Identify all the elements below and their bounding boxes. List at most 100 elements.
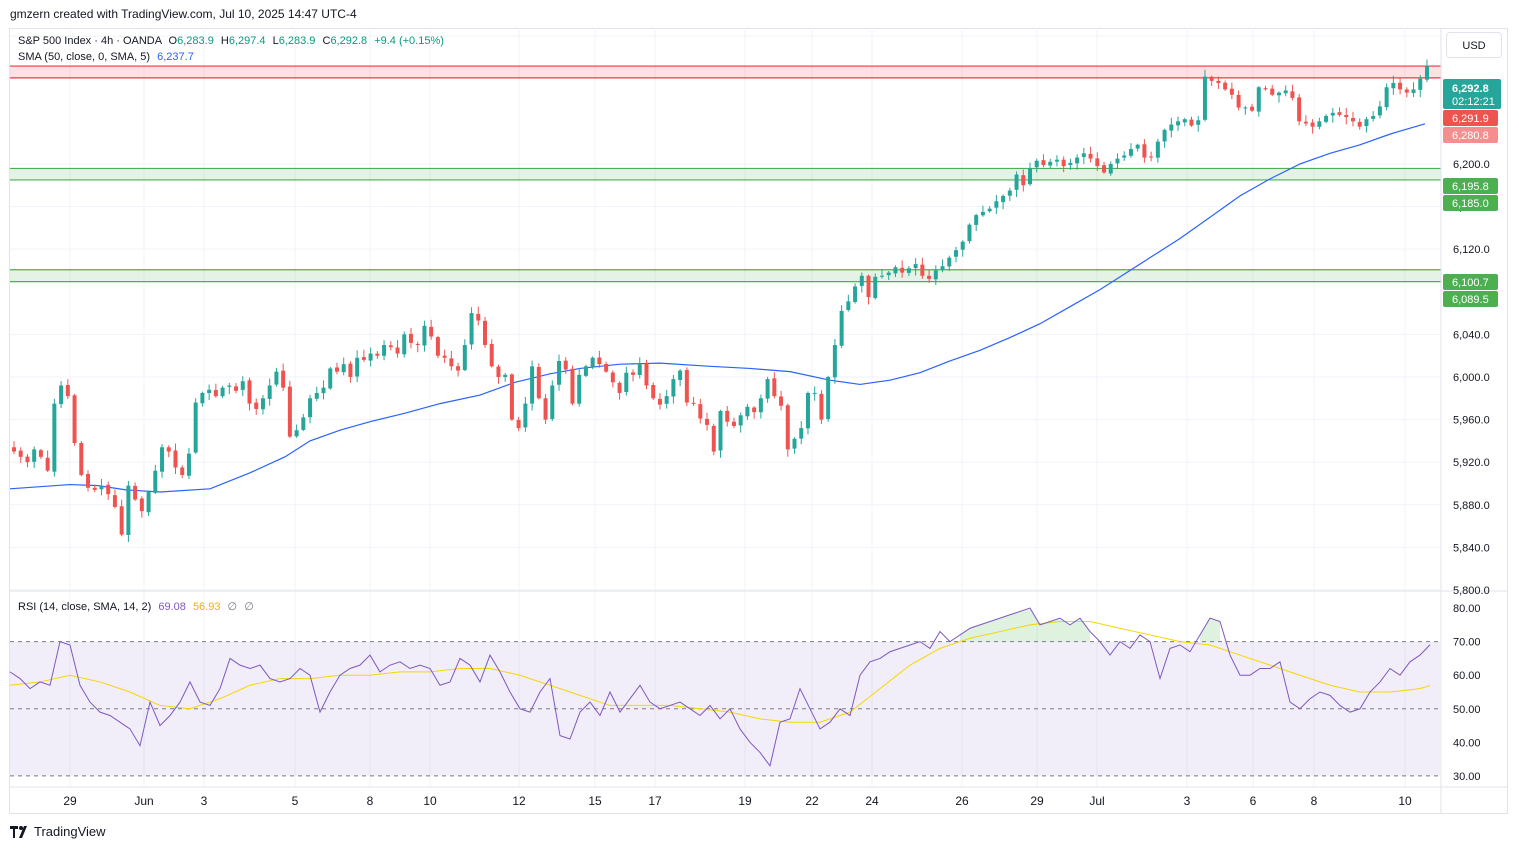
- candle: [1149, 151, 1154, 162]
- candle: [738, 412, 743, 433]
- candle-body: [873, 276, 878, 299]
- candle-body: [247, 380, 252, 404]
- candle: [933, 265, 938, 285]
- time-tick-label: 15: [588, 794, 602, 808]
- candle: [1102, 161, 1107, 174]
- candle-body: [1263, 88, 1268, 90]
- candle: [664, 389, 669, 409]
- candle-body: [954, 250, 958, 257]
- price-tick-label: 5,840.0: [1453, 542, 1490, 554]
- footer-brand[interactable]: TradingView: [34, 824, 106, 839]
- candle: [758, 394, 763, 419]
- candle-body: [590, 357, 595, 367]
- candle: [1202, 69, 1207, 122]
- candle: [1371, 111, 1376, 122]
- sma-label[interactable]: SMA (50, close, 0, SMA, 5): [18, 51, 151, 63]
- candle-body: [281, 370, 286, 388]
- candle-body: [503, 374, 508, 377]
- candle-body: [745, 406, 750, 417]
- candle-body: [718, 411, 723, 451]
- close-label: C: [322, 35, 331, 47]
- candle: [826, 375, 831, 422]
- candle-body: [65, 384, 70, 397]
- candle-body: [173, 450, 178, 468]
- candle: [705, 412, 710, 431]
- candle-body: [819, 393, 824, 420]
- candle-body: [1182, 119, 1187, 123]
- currency-button[interactable]: USD: [1446, 32, 1502, 58]
- candle: [1398, 77, 1403, 95]
- candle-body: [927, 275, 932, 279]
- candle-body: [314, 392, 319, 399]
- time-tick-label: 5: [292, 794, 299, 808]
- candle-body: [200, 392, 205, 404]
- candle-body: [691, 402, 696, 404]
- candle-body: [1357, 121, 1362, 127]
- candle-body: [805, 392, 810, 429]
- candle-body: [1162, 129, 1167, 142]
- candle-body: [1095, 158, 1100, 167]
- candle: [429, 319, 434, 340]
- time-tick-label: 3: [1184, 794, 1191, 808]
- high-label: H: [220, 35, 229, 47]
- candle-body: [920, 264, 925, 276]
- candle: [395, 340, 400, 358]
- rsi-overbought-fill: [1200, 618, 1220, 642]
- candle: [839, 305, 844, 348]
- candle: [684, 367, 689, 407]
- candle-body: [193, 402, 198, 453]
- candle: [1270, 85, 1275, 97]
- candle: [678, 369, 683, 387]
- candle: [112, 489, 117, 509]
- candle: [1357, 118, 1362, 130]
- rsi-label[interactable]: RSI (14, close, SMA, 14, 2): [18, 601, 152, 613]
- candle: [38, 448, 43, 460]
- candle: [644, 359, 649, 390]
- candle: [637, 357, 642, 379]
- candle-body: [476, 313, 481, 321]
- candle: [173, 443, 178, 475]
- sma-line: [9, 123, 1426, 493]
- candle: [987, 206, 992, 213]
- time-tick-label: 8: [1311, 794, 1318, 808]
- time-tick-label: 29: [1030, 794, 1044, 808]
- support2-top-tag: 6,100.7: [1443, 274, 1498, 290]
- candle: [139, 496, 144, 518]
- candle-body: [38, 450, 43, 457]
- candle-body: [415, 343, 420, 346]
- price-tick-label: 6,040.0: [1453, 329, 1490, 341]
- candle: [52, 398, 57, 477]
- candle: [1209, 75, 1214, 86]
- candle: [900, 260, 905, 278]
- candle: [1142, 139, 1147, 163]
- candle: [489, 339, 494, 368]
- candle-body: [1344, 114, 1349, 118]
- candle-body: [1041, 160, 1046, 166]
- candle: [260, 394, 265, 415]
- candle-body: [260, 398, 265, 410]
- candle-body: [52, 403, 57, 472]
- candle: [220, 385, 225, 399]
- candle: [1095, 152, 1100, 171]
- price-tick-label: 6,200.0: [1453, 159, 1490, 171]
- candle-body: [516, 419, 521, 429]
- candle: [402, 331, 407, 358]
- candle-body: [886, 272, 891, 276]
- candle-body: [550, 385, 555, 419]
- candle-body: [826, 376, 831, 420]
- candle: [779, 390, 784, 411]
- candle-body: [779, 396, 784, 406]
- candle: [186, 447, 191, 479]
- price-tick-label: 5,800.0: [1453, 585, 1490, 597]
- candle: [1182, 117, 1187, 127]
- candle: [651, 382, 656, 401]
- candle-body: [1007, 190, 1012, 196]
- candle-body: [45, 457, 50, 471]
- candle-body: [557, 360, 562, 385]
- candle: [792, 437, 797, 454]
- candle-body: [294, 430, 299, 437]
- candle-body: [227, 385, 232, 387]
- candle-body: [1115, 158, 1120, 164]
- symbol-name[interactable]: S&P 500 Index · 4h · OANDA: [18, 35, 162, 47]
